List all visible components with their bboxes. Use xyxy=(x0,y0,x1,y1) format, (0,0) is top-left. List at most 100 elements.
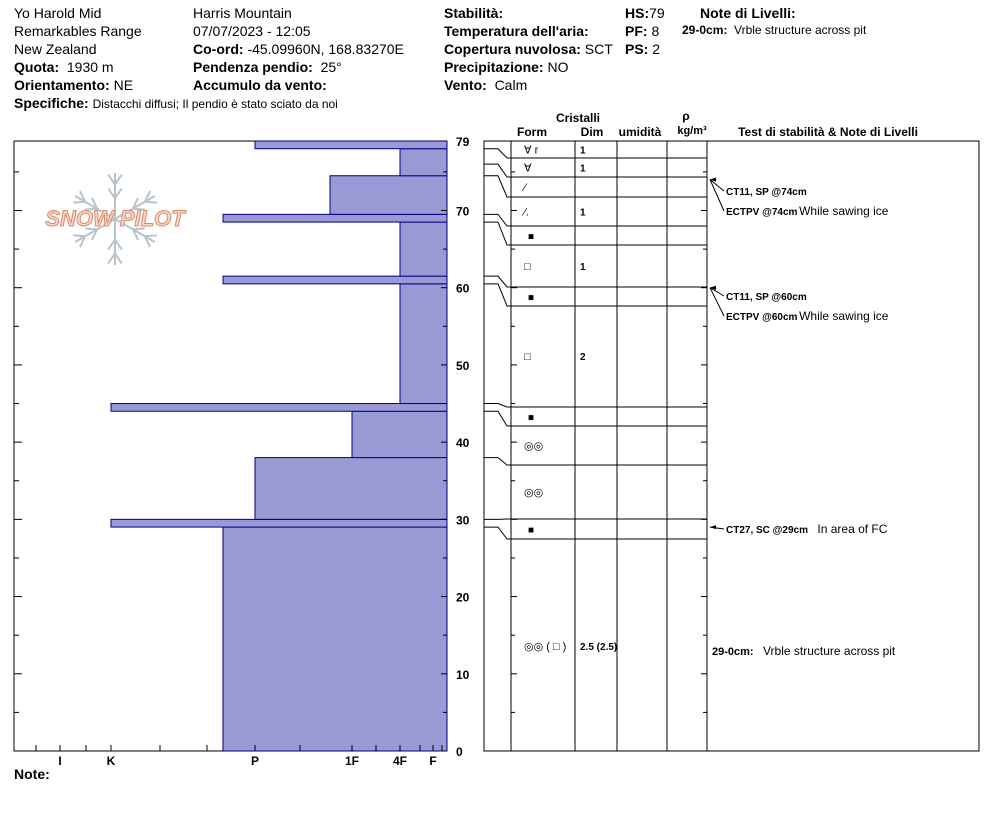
layer-form: □ xyxy=(524,261,531,273)
hardness-bar xyxy=(254,457,448,520)
hs: HS:79 xyxy=(625,5,665,21)
hardness-tick-label: I xyxy=(58,754,61,768)
flake-branch xyxy=(143,190,151,203)
test-note: While sawing ice xyxy=(799,204,889,218)
layer-connector xyxy=(484,175,511,198)
layer-form: ■ xyxy=(528,525,534,536)
layer-size: 2.5 (2.5) xyxy=(580,642,617,653)
hardness-tick-label: F xyxy=(429,754,436,768)
layer-form: ◎◎ xyxy=(524,441,543,453)
precipitation: Precipitazione: NO xyxy=(444,59,569,75)
slope: Pendenza pendio: 25° xyxy=(193,59,342,75)
flake-branch xyxy=(73,234,86,238)
hardness-tick-label: 4F xyxy=(393,754,407,768)
layer-form: ■ xyxy=(528,413,534,424)
header-note1: 29-0cm: Vrble structure across pit xyxy=(682,23,867,37)
flake-branch xyxy=(107,174,116,186)
flake-branch xyxy=(73,200,86,204)
layer-form: ⁄ xyxy=(521,182,528,194)
range-name: Remarkables Range xyxy=(14,23,142,39)
cloud-cover: Copertura nuvolosa: SCT xyxy=(444,41,613,57)
logo-text: SNOW PILOT xyxy=(45,206,186,231)
layer-connector xyxy=(484,457,511,466)
layer-size: 1 xyxy=(580,208,586,219)
flake-branch xyxy=(79,235,87,248)
density-unit-header: kg/m³ xyxy=(677,125,707,137)
layer-note-text: Vrble structure across pit xyxy=(763,644,896,658)
test-arrowhead xyxy=(710,177,716,182)
wind: Vento: Calm xyxy=(444,77,528,93)
size-header: Dim xyxy=(581,125,604,139)
layer-connector xyxy=(484,526,511,540)
flake-arm xyxy=(74,218,116,243)
depth-tick-label: 79 xyxy=(456,135,470,149)
layer-connector xyxy=(484,213,511,227)
ps: PS: 2 xyxy=(625,41,661,57)
hardness-bar xyxy=(399,148,448,177)
moisture-header: umidità xyxy=(619,125,662,139)
country-name: New Zealand xyxy=(14,41,97,57)
table-frame xyxy=(483,140,980,752)
test-arrowhead xyxy=(710,285,716,290)
snowpilot-logo: SNOW PILOT xyxy=(45,173,187,265)
layer-connector xyxy=(484,275,511,288)
hardness-bar xyxy=(351,410,448,459)
flake-branch xyxy=(143,235,151,248)
pf: PF: 8 xyxy=(625,23,660,39)
form-header: Form xyxy=(517,125,547,139)
depth-tick-label: 40 xyxy=(456,436,470,450)
depth-tick-label: 50 xyxy=(456,359,470,373)
depth-tick-label: 0 xyxy=(456,745,463,759)
air-temp: Temperatura dell'aria: xyxy=(444,23,589,39)
wind-load: Accumulo da vento: xyxy=(193,77,327,93)
layer-notes-title: Note di Livelli: xyxy=(700,5,796,21)
stability: Stabilità: xyxy=(444,5,504,21)
test-note: In area of FC xyxy=(817,522,887,536)
hardness-bar xyxy=(222,275,448,285)
hardness-tick-label: 1F xyxy=(345,754,359,768)
header-col2: Harris Mountain 07/07/2023 - 12:05 Co-or… xyxy=(193,4,404,94)
header-col4: HS:79 PF: 8 PS: 2 xyxy=(625,4,665,58)
rho-header: ρ xyxy=(682,109,689,123)
header-col5: Note di Livelli: xyxy=(700,4,796,22)
flake-branch xyxy=(107,187,116,199)
test-arrow xyxy=(709,179,725,212)
layer-form: ∀ r xyxy=(524,145,539,157)
tests-header: Test di stabilità & Note di Livelli xyxy=(738,125,918,139)
flake-arm xyxy=(114,218,156,243)
flake-branch xyxy=(114,174,123,186)
hardness-tick-label: P xyxy=(251,754,259,768)
test-label: CT11, SP @60cm xyxy=(726,292,807,303)
flake-branch xyxy=(114,239,123,251)
layer-size: 2 xyxy=(580,352,586,363)
layer-form: ◎◎ xyxy=(524,487,543,499)
test-arrowhead xyxy=(710,525,716,530)
layer-form: ■ xyxy=(528,232,534,243)
flake-branch xyxy=(144,234,157,238)
layer-connector xyxy=(484,148,511,159)
flake-branch xyxy=(90,197,98,210)
flake-branch xyxy=(132,197,140,210)
depth-tick-label: 30 xyxy=(456,513,470,527)
layer-form: □ xyxy=(524,351,531,363)
location-name: Harris Mountain xyxy=(193,5,292,21)
test-label: CT27, SC @29cm xyxy=(726,525,808,536)
hardness-bar xyxy=(399,221,448,277)
snowflake-icon xyxy=(73,173,157,265)
flake-arm xyxy=(114,195,156,220)
elevation: Quota: 1930 m xyxy=(14,59,114,75)
depth-tick-label: 70 xyxy=(456,204,470,218)
crystals-header: Cristalli xyxy=(556,111,600,125)
flake-branch xyxy=(144,200,157,204)
test-arrow xyxy=(709,179,725,192)
flake-branch xyxy=(107,239,116,251)
hardness-tick-label: K xyxy=(107,754,116,768)
depth-tick-label: 20 xyxy=(456,591,470,605)
flake-branch xyxy=(114,187,123,199)
hardness-bar xyxy=(329,175,448,215)
layer-connector xyxy=(484,221,511,246)
flake-branch xyxy=(107,252,116,264)
layer-size: 1 xyxy=(580,146,586,157)
layer-note-depth: 29-0cm: xyxy=(712,646,754,658)
